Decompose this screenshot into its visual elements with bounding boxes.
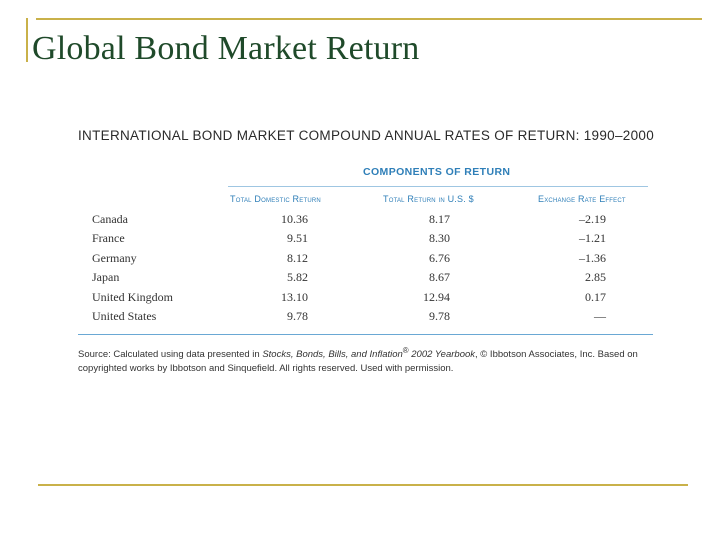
us-return-cell: 9.78 (429, 308, 450, 323)
domestic-return-cell: 13.10 (281, 289, 308, 304)
exchange-effect-cell: –2.19 (579, 212, 606, 226)
bond-return-table: INTERNATIONAL BOND MARKET COMPOUND ANNUA… (78, 128, 656, 374)
components-heading: COMPONENTS OF RETURN (363, 166, 511, 178)
table-row: United States 9.78 9.78 — (78, 307, 656, 326)
source-note: Source: Calculated using data presented … (78, 344, 656, 376)
column-header-domestic: Total Domestic Return (230, 194, 321, 204)
table-bottom-divider (78, 334, 653, 335)
source-prefix: Source: Calculated using data presented … (78, 349, 263, 361)
domestic-return-cell: 9.78 (287, 308, 308, 323)
source-suffix: , © Ibbotson Associates, Inc. Based on c… (78, 349, 638, 375)
us-return-cell: 8.17 (429, 212, 450, 226)
domestic-return-cell: 9.51 (287, 231, 308, 246)
table-row: Canada 10.36 8.17 –2.19 (78, 210, 656, 229)
country-cell: Japan (92, 270, 120, 285)
exchange-effect-cell: –1.36 (579, 250, 606, 265)
slide-title: Global Bond Market Return (32, 30, 420, 67)
exchange-effect-cell: 0.17 (585, 289, 606, 304)
source-yearbook: 2002 Yearbook (408, 349, 476, 361)
us-return-cell: 12.94 (423, 289, 450, 304)
table-heading: INTERNATIONAL BOND MARKET COMPOUND ANNUA… (78, 128, 655, 143)
country-cell: Canada (92, 212, 128, 226)
country-cell: France (92, 231, 125, 246)
top-divider (36, 18, 702, 20)
components-divider (228, 186, 648, 187)
exchange-effect-cell: 2.85 (585, 270, 606, 285)
domestic-return-cell: 10.36 (281, 212, 308, 226)
country-cell: Germany (92, 250, 137, 265)
table-body: Canada 10.36 8.17 –2.19 France 9.51 8.30… (78, 210, 656, 326)
source-book-title: Stocks, Bonds, Bills, and Inflation (262, 349, 403, 361)
left-divider (26, 18, 28, 62)
column-header-exchange: Exchange Rate Effect (538, 194, 626, 204)
bottom-divider (38, 484, 688, 486)
table-row: Germany 8.12 6.76 –1.36 (78, 249, 656, 268)
us-return-cell: 6.76 (429, 250, 450, 265)
exchange-effect-cell: — (594, 308, 606, 323)
country-cell: United States (92, 308, 157, 323)
domestic-return-cell: 5.82 (287, 270, 308, 285)
domestic-return-cell: 8.12 (287, 250, 308, 265)
table-row: United Kingdom 13.10 12.94 0.17 (78, 288, 656, 307)
us-return-cell: 8.30 (429, 231, 450, 246)
table-row: France 9.51 8.30 –1.21 (78, 229, 656, 248)
country-cell: United Kingdom (92, 289, 173, 304)
exchange-effect-cell: –1.21 (579, 231, 606, 246)
column-header-us-dollar: Total Return in U.S. $ (383, 194, 474, 204)
table-row: Japan 5.82 8.67 2.85 (78, 268, 656, 287)
us-return-cell: 8.67 (429, 270, 450, 285)
registered-mark: ® (402, 346, 409, 355)
